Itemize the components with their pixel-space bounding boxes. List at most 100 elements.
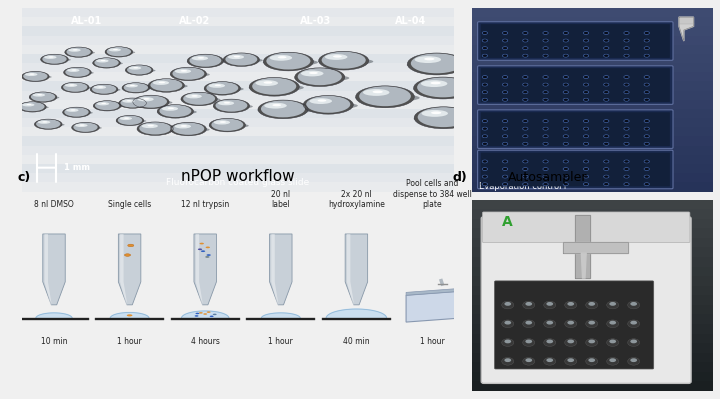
Ellipse shape <box>523 47 527 49</box>
Ellipse shape <box>483 55 487 57</box>
Ellipse shape <box>523 176 527 178</box>
Ellipse shape <box>189 54 221 67</box>
Ellipse shape <box>604 183 608 185</box>
Ellipse shape <box>135 95 167 108</box>
Bar <box>472 228 713 238</box>
Ellipse shape <box>624 55 629 57</box>
Ellipse shape <box>207 82 238 94</box>
Ellipse shape <box>258 100 308 119</box>
Ellipse shape <box>272 104 281 106</box>
Ellipse shape <box>101 60 106 61</box>
Ellipse shape <box>119 98 146 108</box>
Ellipse shape <box>63 111 93 115</box>
Ellipse shape <box>503 176 507 178</box>
Ellipse shape <box>258 107 312 114</box>
Ellipse shape <box>607 320 618 328</box>
Bar <box>22 136 454 146</box>
Ellipse shape <box>604 176 608 178</box>
Ellipse shape <box>278 56 287 58</box>
Ellipse shape <box>201 250 205 252</box>
Ellipse shape <box>266 53 310 69</box>
Ellipse shape <box>204 87 243 91</box>
Ellipse shape <box>645 47 649 49</box>
Ellipse shape <box>546 302 553 306</box>
Ellipse shape <box>483 135 487 137</box>
Text: 1 mm: 1 mm <box>63 163 89 172</box>
Ellipse shape <box>483 143 487 145</box>
Ellipse shape <box>431 111 441 114</box>
Text: nPOP workflow: nPOP workflow <box>181 169 294 184</box>
Ellipse shape <box>607 339 618 346</box>
Polygon shape <box>261 313 300 318</box>
Ellipse shape <box>544 143 547 145</box>
Ellipse shape <box>204 81 240 95</box>
Ellipse shape <box>414 107 473 129</box>
Bar <box>22 146 454 155</box>
Ellipse shape <box>483 168 487 170</box>
Ellipse shape <box>218 101 234 105</box>
Ellipse shape <box>523 99 527 101</box>
Ellipse shape <box>129 66 141 70</box>
Ellipse shape <box>523 84 527 86</box>
Ellipse shape <box>181 125 187 127</box>
Polygon shape <box>269 234 292 305</box>
Ellipse shape <box>94 58 119 67</box>
Bar <box>472 324 713 334</box>
Ellipse shape <box>413 77 472 99</box>
Ellipse shape <box>215 99 248 112</box>
Ellipse shape <box>65 51 95 55</box>
Text: 12 nl trypsin: 12 nl trypsin <box>181 200 230 209</box>
Ellipse shape <box>34 123 65 126</box>
Ellipse shape <box>630 340 637 343</box>
Ellipse shape <box>645 135 649 137</box>
Ellipse shape <box>624 128 629 130</box>
Ellipse shape <box>630 321 637 324</box>
Ellipse shape <box>183 93 215 105</box>
Ellipse shape <box>564 339 577 346</box>
Ellipse shape <box>224 102 230 104</box>
Ellipse shape <box>564 301 577 309</box>
Ellipse shape <box>503 135 507 137</box>
Ellipse shape <box>333 55 342 57</box>
Ellipse shape <box>225 53 257 65</box>
Ellipse shape <box>503 120 507 122</box>
Ellipse shape <box>125 69 156 73</box>
Ellipse shape <box>544 55 547 57</box>
Bar <box>472 304 713 314</box>
Ellipse shape <box>206 247 210 248</box>
Bar <box>22 26 454 36</box>
Ellipse shape <box>302 102 358 109</box>
Ellipse shape <box>37 94 42 95</box>
Ellipse shape <box>113 49 118 50</box>
Ellipse shape <box>187 54 223 68</box>
Polygon shape <box>345 234 368 305</box>
Ellipse shape <box>564 160 568 162</box>
Text: 40 min: 40 min <box>343 338 369 346</box>
FancyBboxPatch shape <box>495 281 654 369</box>
Text: c): c) <box>17 171 30 184</box>
Ellipse shape <box>526 321 532 324</box>
Ellipse shape <box>418 107 469 127</box>
Ellipse shape <box>604 120 608 122</box>
Ellipse shape <box>604 84 608 86</box>
Ellipse shape <box>526 358 532 362</box>
Ellipse shape <box>567 358 574 362</box>
Ellipse shape <box>604 168 608 170</box>
Ellipse shape <box>503 40 507 41</box>
Ellipse shape <box>119 102 149 106</box>
Ellipse shape <box>175 69 191 73</box>
Text: Pool cells and
dispense to 384 well
plate: Pool cells and dispense to 384 well plat… <box>392 179 472 209</box>
Ellipse shape <box>564 47 568 49</box>
Ellipse shape <box>264 52 313 71</box>
Polygon shape <box>406 286 484 295</box>
Bar <box>472 237 713 247</box>
Ellipse shape <box>564 168 568 170</box>
Ellipse shape <box>588 321 595 324</box>
Ellipse shape <box>143 98 150 100</box>
Ellipse shape <box>203 313 207 315</box>
Bar <box>22 155 454 164</box>
Ellipse shape <box>584 55 588 57</box>
Ellipse shape <box>567 321 574 324</box>
Ellipse shape <box>645 143 649 145</box>
Ellipse shape <box>564 320 577 328</box>
